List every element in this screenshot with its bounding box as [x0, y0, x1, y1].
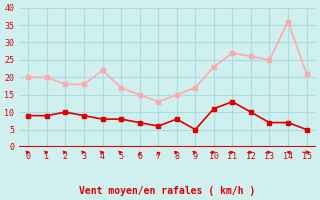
X-axis label: Vent moyen/en rafales ( km/h ): Vent moyen/en rafales ( km/h )	[79, 186, 256, 196]
